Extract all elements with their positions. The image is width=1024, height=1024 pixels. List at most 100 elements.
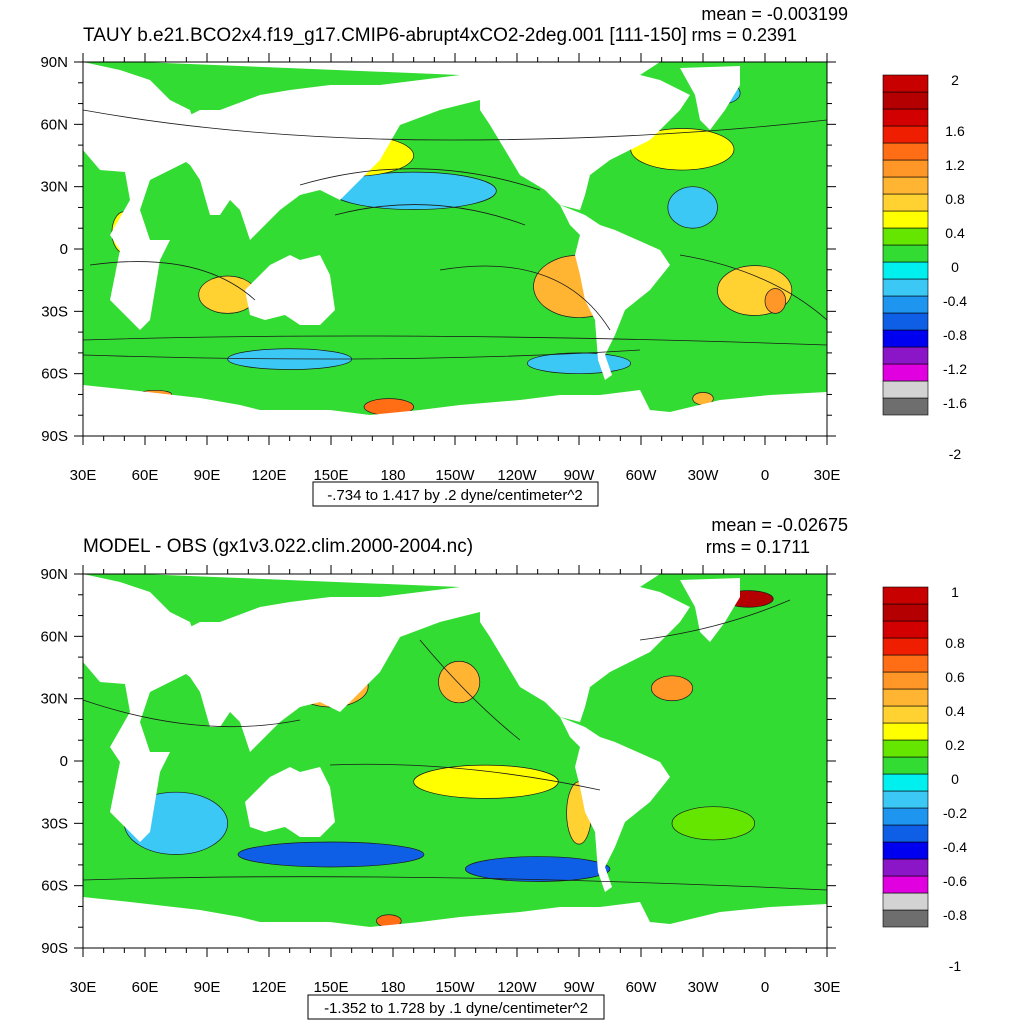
top-ytick-label-6: 90S [41,428,68,445]
bottom-mean: mean = -0.02675 [711,515,848,535]
bottom-colorbar-label-4: 0.2 [945,737,965,753]
bottom-colorbar-label-6: -0.2 [943,805,967,821]
bottom-xtick-label-11: 0 [761,979,769,996]
top-title: TAUY b.e21.BCO2x4.f19_g17.CMIP6-abrupt4x… [83,25,687,46]
antarctica-land-2 [83,897,827,948]
top-ytick-label-2: 30N [40,179,68,196]
bottom-map [83,574,827,948]
top-colorbar-label-4: 0.4 [945,225,965,241]
top-colorbar-label-3: 0.8 [945,191,965,207]
top-xtick-label-4: 150E [313,467,348,484]
bottom-colorbar-box-0 [882,909,929,928]
top-colorbar-label-7: -0.8 [943,327,967,343]
top-colorbar-label-10: -2 [949,446,962,462]
south-america-land-2 [560,717,670,892]
bottom-colorbar-box-10 [882,739,929,758]
bottom-ytick-label-3: 0 [60,753,68,770]
top-colorbar-box-2 [882,363,929,382]
top-colorbar-box-14 [882,159,929,178]
greenland-land [680,66,740,130]
top-colorbar-box-6 [882,295,929,314]
bottom-colorbar-label-3: 0.4 [945,703,965,719]
top-colorbar-box-19 [882,74,929,93]
bottom-colorbar: 1 0.8 0.6 0.4 0.2 0 -0.2 -0.4 -0.6 -0.8 -1 [882,584,967,974]
north-america-land [480,70,690,210]
bottom-colorbar-box-18 [882,603,929,622]
top-xtick-label-6: 150W [435,467,475,484]
bottom-colorbar-box-11 [882,722,929,741]
bottom-colorbar-box-15 [882,654,929,673]
bottom-field-feature-10 [650,675,694,702]
bottom-colorbar-label-0: 1 [951,584,959,600]
top-footer-box [312,481,599,507]
top-mean: mean = -0.003199 [701,4,848,24]
north-america-land-2 [480,582,690,722]
bottom-footer-text: -1.352 to 1.728 by .1 dyne/centimeter^2 [324,1000,588,1017]
bottom-colorbar-label-1: 0.8 [945,635,965,651]
top-colorbar-box-7 [882,278,929,297]
bottom-ytick-label-2: 30N [40,691,68,708]
bottom-colorbar-box-4 [882,841,929,860]
top-xtick-label-12: 30E [814,467,841,484]
top-colorbar-box-15 [882,142,929,161]
bottom-colorbar-box-14 [882,671,929,690]
bottom-colorbar-box-19 [882,586,929,605]
bottom-panel: MODEL - OBS (gx1v3.022.clim.2000-2004.nc… [40,515,967,1020]
bottom-colorbar-box-2 [882,875,929,894]
bottom-colorbar-box-1 [882,892,929,911]
top-xtick-label-0: 30E [70,467,97,484]
bottom-colorbar-label-9: -0.8 [943,907,967,923]
bottom-field-feature-13 [671,806,756,841]
bottom-colorbar-box-6 [882,807,929,826]
bottom-colorbar-box-5 [882,824,929,843]
bottom-colorbar-box-8 [882,773,929,792]
bottom-xtick-label-12: 30E [814,979,841,996]
bottom-footer-box [307,994,605,1020]
top-xtick-label-10: 30W [688,467,720,484]
bottom-colorbar-box-3 [882,858,929,877]
bottom-colorbar-box-16 [882,637,929,656]
top-colorbar-label-5: 0 [951,259,959,275]
top-colorbar-box-5 [882,312,929,331]
top-colorbar-box-10 [882,227,929,246]
australia-land [245,255,335,325]
bottom-colorbar-box-7 [882,790,929,809]
bottom-field-feature-3 [413,764,559,799]
bottom-axes: 30E 60E 90E 120E 150E 180 150W 120W 90W 60W 30W 0 30… [40,565,840,996]
bottom-colorbar-label-2: 0.6 [945,669,965,685]
bottom-xtick-label-6: 150W [435,979,475,996]
top-colorbar-box-17 [882,108,929,127]
south-america-land [560,205,670,380]
bottom-xtick-label-4: 150E [313,979,348,996]
bottom-xtick-label-10: 30W [688,979,720,996]
top-colorbar-label-9: -1.6 [943,395,967,411]
bottom-field-feature-6 [464,856,611,882]
bottom-xtick-label-0: 30E [70,979,97,996]
top-ytick-label-1: 60N [40,116,68,133]
top-colorbar-label-0: 2 [951,72,959,88]
top-colorbar-box-13 [882,176,929,195]
top-colorbar-box-12 [882,193,929,212]
top-ytick-label-4: 30S [41,303,68,320]
top-colorbar-box-0 [882,397,929,416]
bottom-ytick-label-1: 60N [40,628,68,645]
top-footer-text: -.734 to 1.417 by .2 dyne/centimeter^2 [327,487,583,504]
top-rms: rms = 0.2391 [691,25,797,45]
top-axes: 30E 60E 90E 120E 150E 180 150W 120W 90W 60W 30W 0 30… [40,53,840,484]
top-colorbar-box-11 [882,210,929,229]
bottom-field-feature-5 [237,841,425,868]
top-contours [83,109,827,360]
top-field-feature-5 [764,288,787,314]
top-ytick-label-5: 60S [41,366,68,383]
top-field-feature-9 [667,186,718,229]
bottom-ytick-label-0: 90N [40,566,68,583]
top-colorbar-box-18 [882,91,929,110]
bottom-ytick-label-5: 60S [41,878,68,895]
top-colorbar-label-8: -1.2 [943,361,967,377]
top-colorbar-label-2: 1.2 [945,157,965,173]
bottom-title: MODEL - OBS (gx1v3.022.clim.2000-2004.nc… [83,536,473,557]
top-colorbar-label-1: 1.6 [945,123,965,139]
top-xtick-label-9: 60W [626,467,658,484]
top-xtick-label-5: 180 [380,467,405,484]
